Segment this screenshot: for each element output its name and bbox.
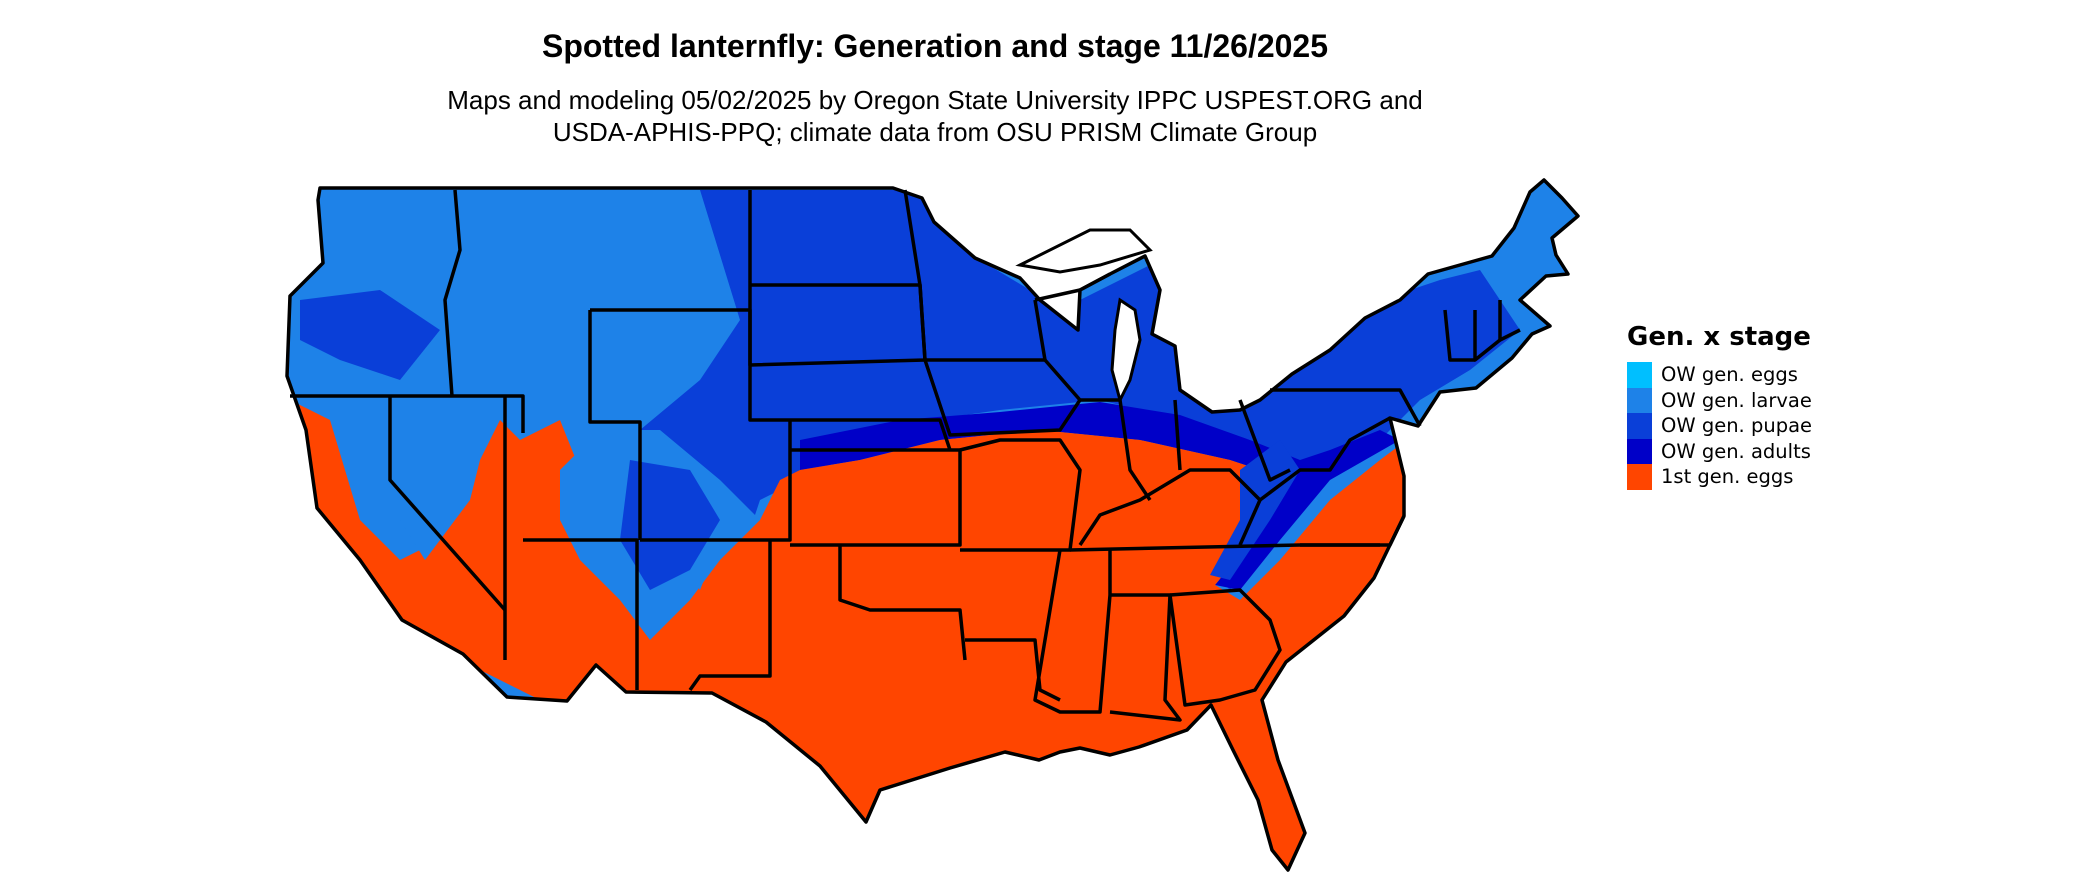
legend-title: Gen. x stage xyxy=(1627,322,1811,352)
legend-item: OW gen. eggs xyxy=(1627,362,1812,388)
boundary-nm-tx xyxy=(688,540,772,692)
boundary-ut-co xyxy=(588,310,642,540)
legend-items: OW gen. eggs OW gen. larvae OW gen. pupae O… xyxy=(1627,362,1812,490)
legend-swatch xyxy=(1627,464,1652,490)
legend-item: OW gen. pupae xyxy=(1627,413,1812,439)
map-title: Spotted lanternfly: Generation and stage… xyxy=(541,28,1329,64)
legend-swatch xyxy=(1627,413,1652,439)
boundary-west-1 xyxy=(290,394,525,433)
ow-pupae-patch-west xyxy=(300,290,440,380)
legend-label: 1st gen. eggs xyxy=(1661,465,1794,489)
boundary-ks-ok xyxy=(790,448,962,547)
map-fill xyxy=(287,180,1578,870)
boundary-il-in xyxy=(1118,399,1152,501)
legend-label: OW gen. adults xyxy=(1661,439,1811,463)
boundary-va-wv xyxy=(1258,416,1391,502)
lake-michigan xyxy=(1110,297,1142,405)
legend-item: OW gen. larvae xyxy=(1627,387,1812,413)
boundary-ar-la xyxy=(965,638,1061,702)
boundary-ga-sc xyxy=(1168,588,1282,707)
boundary-oh-pa xyxy=(1238,399,1291,482)
lake-superior xyxy=(1015,228,1153,274)
boundary-wi-mi xyxy=(1034,272,1111,302)
legend-label: OW gen. pupae xyxy=(1661,414,1813,438)
boundary-mo-ar xyxy=(959,438,1082,552)
map-subtitle: Maps and modeling 05/02/2025 by Oregon S… xyxy=(0,84,1870,148)
boundary-ia-mo xyxy=(923,359,1082,437)
boundary-pa-ny xyxy=(1270,388,1422,427)
great-lakes xyxy=(1015,228,1153,405)
legend-item: OW gen. adults xyxy=(1627,438,1812,464)
boundary-az-nm xyxy=(523,538,639,690)
boundary-ne-ks xyxy=(790,418,952,451)
subtitle-line-2: USDA-APHIS-PPQ; climate data from OSU PR… xyxy=(552,117,1318,147)
state-boundaries xyxy=(285,178,1580,872)
legend-label: OW gen. larvae xyxy=(1661,388,1812,412)
legend-swatch xyxy=(1627,438,1652,464)
boundary-il-wi xyxy=(1043,358,1120,402)
ow-larvae-patch-sierra xyxy=(395,470,440,560)
legend-label: OW gen. eggs xyxy=(1661,363,1798,387)
boundary-ca-nv xyxy=(388,396,507,612)
legend-item: 1st gen. eggs xyxy=(1627,464,1812,490)
boundary-vt-nh xyxy=(1473,310,1502,362)
boundary-ok-tx xyxy=(838,545,967,661)
legend-swatch xyxy=(1627,362,1652,388)
boundary-nh-me xyxy=(1498,300,1521,342)
boundary-al-ga xyxy=(1109,593,1182,722)
boundary-va-nc xyxy=(1300,515,1406,547)
boundary-or-id xyxy=(443,189,462,397)
subtitle-line-1: Maps and modeling 05/02/2025 by Oregon S… xyxy=(447,85,1423,115)
boundary-co-ks xyxy=(640,420,792,542)
legend-swatch xyxy=(1627,387,1652,413)
legend: Gen. x stage OW gen. eggs OW gen. larvae O… xyxy=(1627,322,1812,490)
boundary-in-oh xyxy=(1173,399,1182,471)
boundary-ny-vt xyxy=(1443,309,1475,362)
ow-pupae-patch-southwest xyxy=(620,460,720,590)
